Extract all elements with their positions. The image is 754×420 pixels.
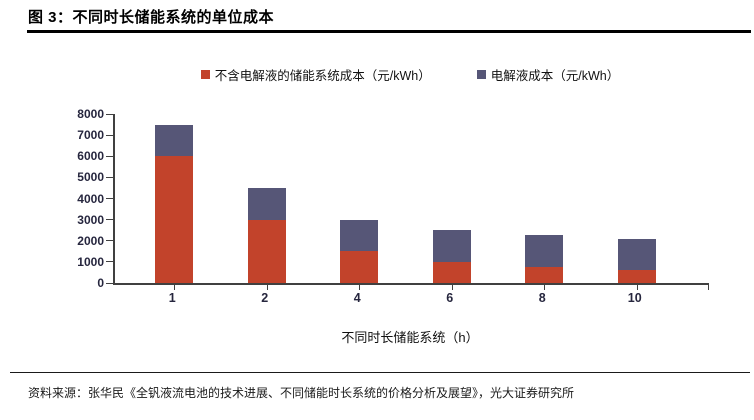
bar-segment: [617, 270, 656, 283]
y-tick-label: 2000: [77, 233, 104, 248]
y-tick-mark: [106, 282, 113, 284]
y-tick-label: 7000: [77, 128, 104, 143]
source-text: 资料来源：张华民《全钒液流电池的技术进展、不同储能时长系统的价格分析及展望》，光…: [28, 386, 575, 400]
y-axis-labels: 0 1000 2000 3000 4000 5000 6000 7000 8000: [40, 107, 106, 290]
bar-slot: [591, 114, 684, 283]
bar-segment: [617, 238, 656, 271]
page-title: 图 3：不同时长储能系统的单位成本: [28, 9, 275, 26]
x-tick-mark: [174, 285, 176, 290]
x-tick-label: 8: [538, 291, 546, 305]
bar-segment: [340, 219, 379, 252]
bar-segment: [247, 187, 286, 220]
x-tick-label: 6: [446, 291, 454, 305]
y-tick-mark: [106, 240, 113, 242]
bar-segment: [432, 230, 471, 262]
legend-label: 不含电解液的储能系统成本（元/kWh）: [214, 68, 431, 83]
x-axis-title: 不同时长储能系统（h）: [341, 330, 479, 345]
x-tick-mark: [359, 285, 361, 290]
x-tick-label: 1: [168, 291, 176, 305]
y-tick-mark: [106, 155, 113, 157]
x-tick-mark: [451, 285, 453, 290]
x-tick-mark: [708, 285, 709, 290]
bar-segment: [525, 235, 564, 268]
legend-swatch: [476, 69, 486, 79]
x-tick-label: 10: [627, 291, 642, 305]
bar-segment: [340, 251, 379, 283]
bar-segment: [247, 219, 286, 283]
y-tick-label: 4000: [77, 191, 104, 206]
y-tick-label: 5000: [77, 170, 104, 185]
y-tick-mark: [106, 261, 113, 263]
legend-swatch: [200, 69, 210, 79]
source-rule: [10, 372, 750, 373]
x-tick-mark: [636, 285, 638, 290]
bar-segment: [155, 156, 194, 283]
bar-slot: [313, 114, 406, 283]
y-tick-label: 8000: [77, 107, 104, 121]
bar-slots: [128, 114, 683, 283]
x-tick-label: 2: [261, 291, 269, 305]
bar-slot: [498, 114, 591, 283]
y-tick-mark: [106, 134, 113, 136]
y-tick-label: 3000: [77, 212, 104, 227]
title-rule: [27, 30, 751, 33]
bar-slot: [406, 114, 499, 283]
y-tick-mark: [106, 198, 113, 199]
y-tick-mark: [106, 113, 113, 115]
x-axis-labels: 1 2 4 6 8 10: [126, 291, 681, 305]
legend-item: 不含电解液的储能系统成本（元/kWh）: [200, 65, 431, 84]
chart-legend: 不含电解液的储能系统成本（元/kWh） 电解液成本（元/kWh）: [113, 64, 707, 84]
x-tick-mark: [266, 285, 268, 290]
bar-slot: [221, 114, 314, 283]
y-tick-label: 0: [97, 276, 104, 290]
x-tick-label: 4: [353, 291, 361, 305]
bar-segment: [432, 261, 471, 283]
legend-item: 电解液成本（元/kWh）: [476, 65, 620, 84]
bar-segment: [155, 124, 194, 157]
bar-slot: [128, 114, 221, 283]
y-tick-mark: [106, 176, 113, 178]
legend-label: 电解液成本（元/kWh）: [490, 68, 620, 83]
y-tick-mark: [106, 219, 113, 221]
x-tick-mark: [544, 285, 546, 290]
y-tick-label: 1000: [77, 254, 104, 269]
bar-segment: [525, 267, 564, 283]
plot-area: [106, 113, 709, 290]
y-tick-label: 6000: [77, 149, 104, 164]
